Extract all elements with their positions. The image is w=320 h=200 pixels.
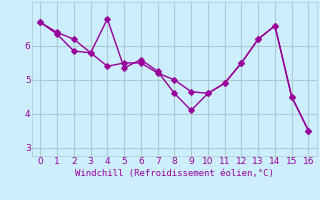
X-axis label: Windchill (Refroidissement éolien,°C): Windchill (Refroidissement éolien,°C) — [75, 169, 274, 178]
